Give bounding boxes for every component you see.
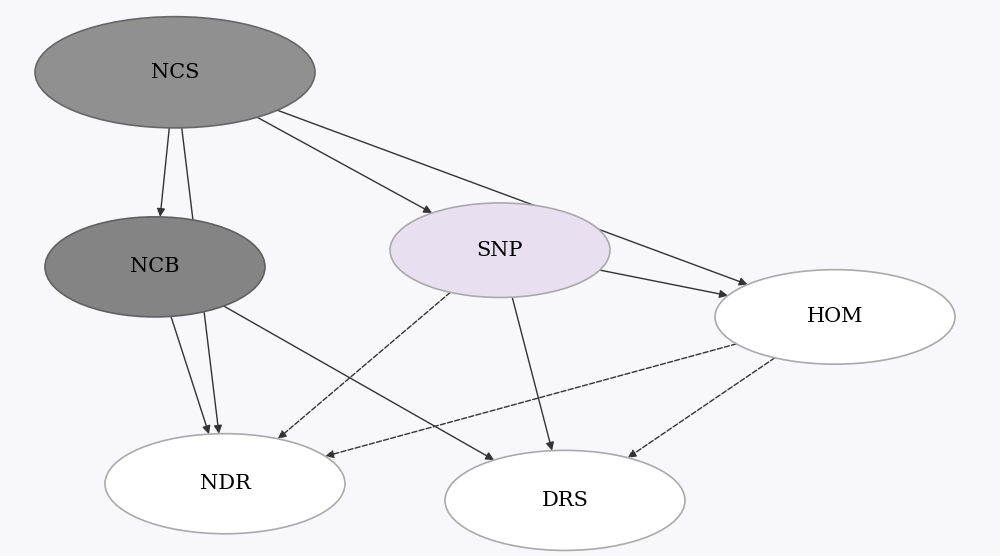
- Text: SNP: SNP: [477, 241, 523, 260]
- Text: NCB: NCB: [130, 257, 180, 276]
- Ellipse shape: [45, 217, 265, 317]
- Text: NCS: NCS: [151, 63, 199, 82]
- Ellipse shape: [35, 17, 315, 128]
- Ellipse shape: [390, 203, 610, 297]
- Text: HOM: HOM: [807, 307, 863, 326]
- Text: DRS: DRS: [542, 491, 588, 510]
- Ellipse shape: [105, 434, 345, 534]
- Ellipse shape: [715, 270, 955, 364]
- Ellipse shape: [445, 450, 685, 550]
- Text: NDR: NDR: [200, 474, 250, 493]
